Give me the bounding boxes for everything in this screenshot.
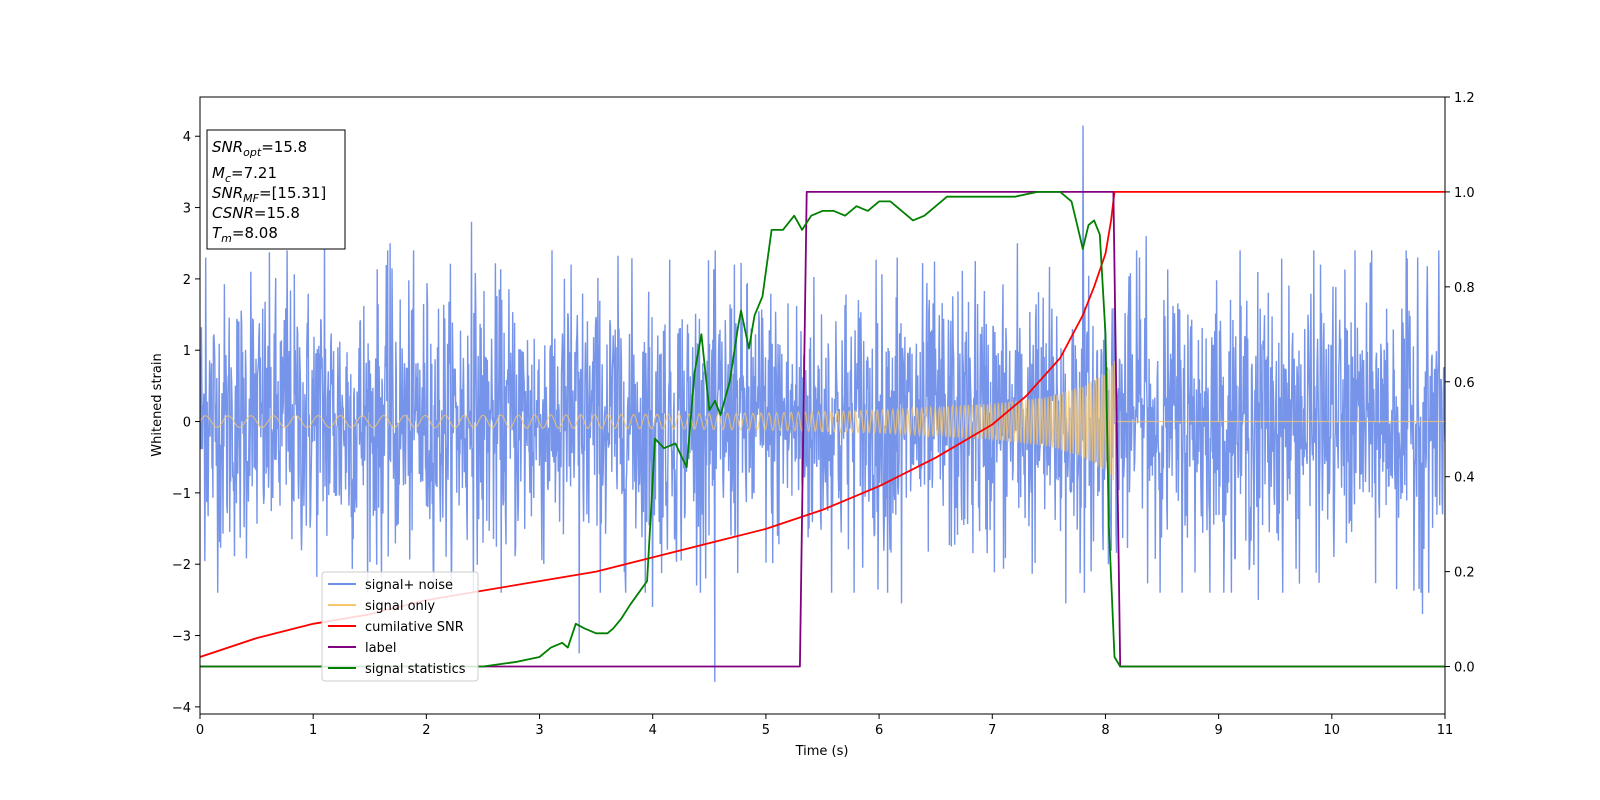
x-axis: 0 1 2 3 4 5 6 7 8 9 10 11 [196, 714, 1453, 738]
y-axis-left: −4 −3 −2 −1 0 1 2 3 4 [172, 130, 200, 716]
y-tick-label: 1 [183, 344, 191, 359]
y2-tick-label: 0.4 [1454, 471, 1475, 486]
x-tick-label: 9 [1214, 723, 1222, 738]
y-tick-label: −3 [172, 630, 191, 645]
info-mc: Mc=7.21 [212, 164, 277, 185]
y2-tick-label: 0.6 [1454, 376, 1475, 391]
x-tick-label: 1 [309, 723, 317, 738]
y-tick-label: −4 [172, 701, 191, 716]
y-tick-label: −2 [172, 558, 191, 573]
plot-frame [199, 96, 1446, 715]
info-snr-opt: SNRopt=15.8 [212, 138, 307, 159]
legend-item-cumulative-snr: cumilative SNR [328, 620, 464, 635]
legend-frame [321, 571, 479, 682]
series-signal-statistics [200, 191, 1445, 668]
x-tick-label: 5 [762, 723, 770, 738]
y2-tick-label: 0.2 [1454, 566, 1475, 581]
info-box: SNRopt=15.8 Mc=7.21 SNRMF=[15.31] CSNR=1… [206, 129, 346, 250]
y-axis-right: 0.0 0.2 0.4 0.6 0.8 1.0 1.2 [1445, 91, 1475, 676]
x-tick-label: 7 [988, 723, 996, 738]
y-tick-label: 0 [183, 416, 191, 431]
x-tick-label: 4 [649, 723, 657, 738]
info-tm: Tm=8.08 [212, 224, 278, 245]
legend-label-signal-noise: signal+ noise [365, 578, 453, 593]
x-tick-label: 6 [875, 723, 883, 738]
x-tick-label: 2 [422, 723, 430, 738]
legend-item-signal-statistics: signal statistics [328, 662, 466, 677]
y2-tick-label: 1.2 [1454, 91, 1475, 106]
legend-label-label: label [365, 641, 396, 656]
y-tick-label: 3 [183, 202, 191, 217]
legend-item-signal-noise: signal+ noise [328, 578, 453, 593]
x-tick-label: 3 [535, 723, 543, 738]
y2-tick-label: 0.0 [1454, 661, 1475, 676]
x-axis-label: Time (s) [795, 744, 849, 759]
legend-item-label: label [328, 641, 396, 656]
y-tick-label: −1 [172, 487, 191, 502]
legend-label-cumulative-snr: cumilative SNR [365, 620, 464, 635]
legend-label-signal-statistics: signal statistics [365, 662, 466, 677]
x-tick-label: 0 [196, 723, 204, 738]
info-snr-mf: SNRMF=[15.31] [212, 184, 326, 205]
legend: signal+ noise signal only cumilative SNR… [321, 571, 479, 682]
y-axis-label: Whitened strain [150, 353, 165, 456]
y-tick-label: 4 [183, 130, 191, 145]
x-tick-label: 10 [1324, 723, 1341, 738]
legend-item-signal-only: signal only [328, 599, 435, 614]
x-tick-label: 11 [1437, 723, 1454, 738]
info-box-frame [206, 129, 346, 250]
series-signal-noise [200, 125, 1445, 682]
y-tick-label: 2 [183, 273, 191, 288]
y2-tick-label: 1.0 [1454, 186, 1475, 201]
x-tick-label: 8 [1101, 723, 1109, 738]
info-csnr: CSNR=15.8 [212, 204, 300, 222]
y2-tick-label: 0.8 [1454, 281, 1475, 296]
series-signal-only [200, 360, 1445, 481]
legend-label-signal-only: signal only [365, 599, 435, 614]
